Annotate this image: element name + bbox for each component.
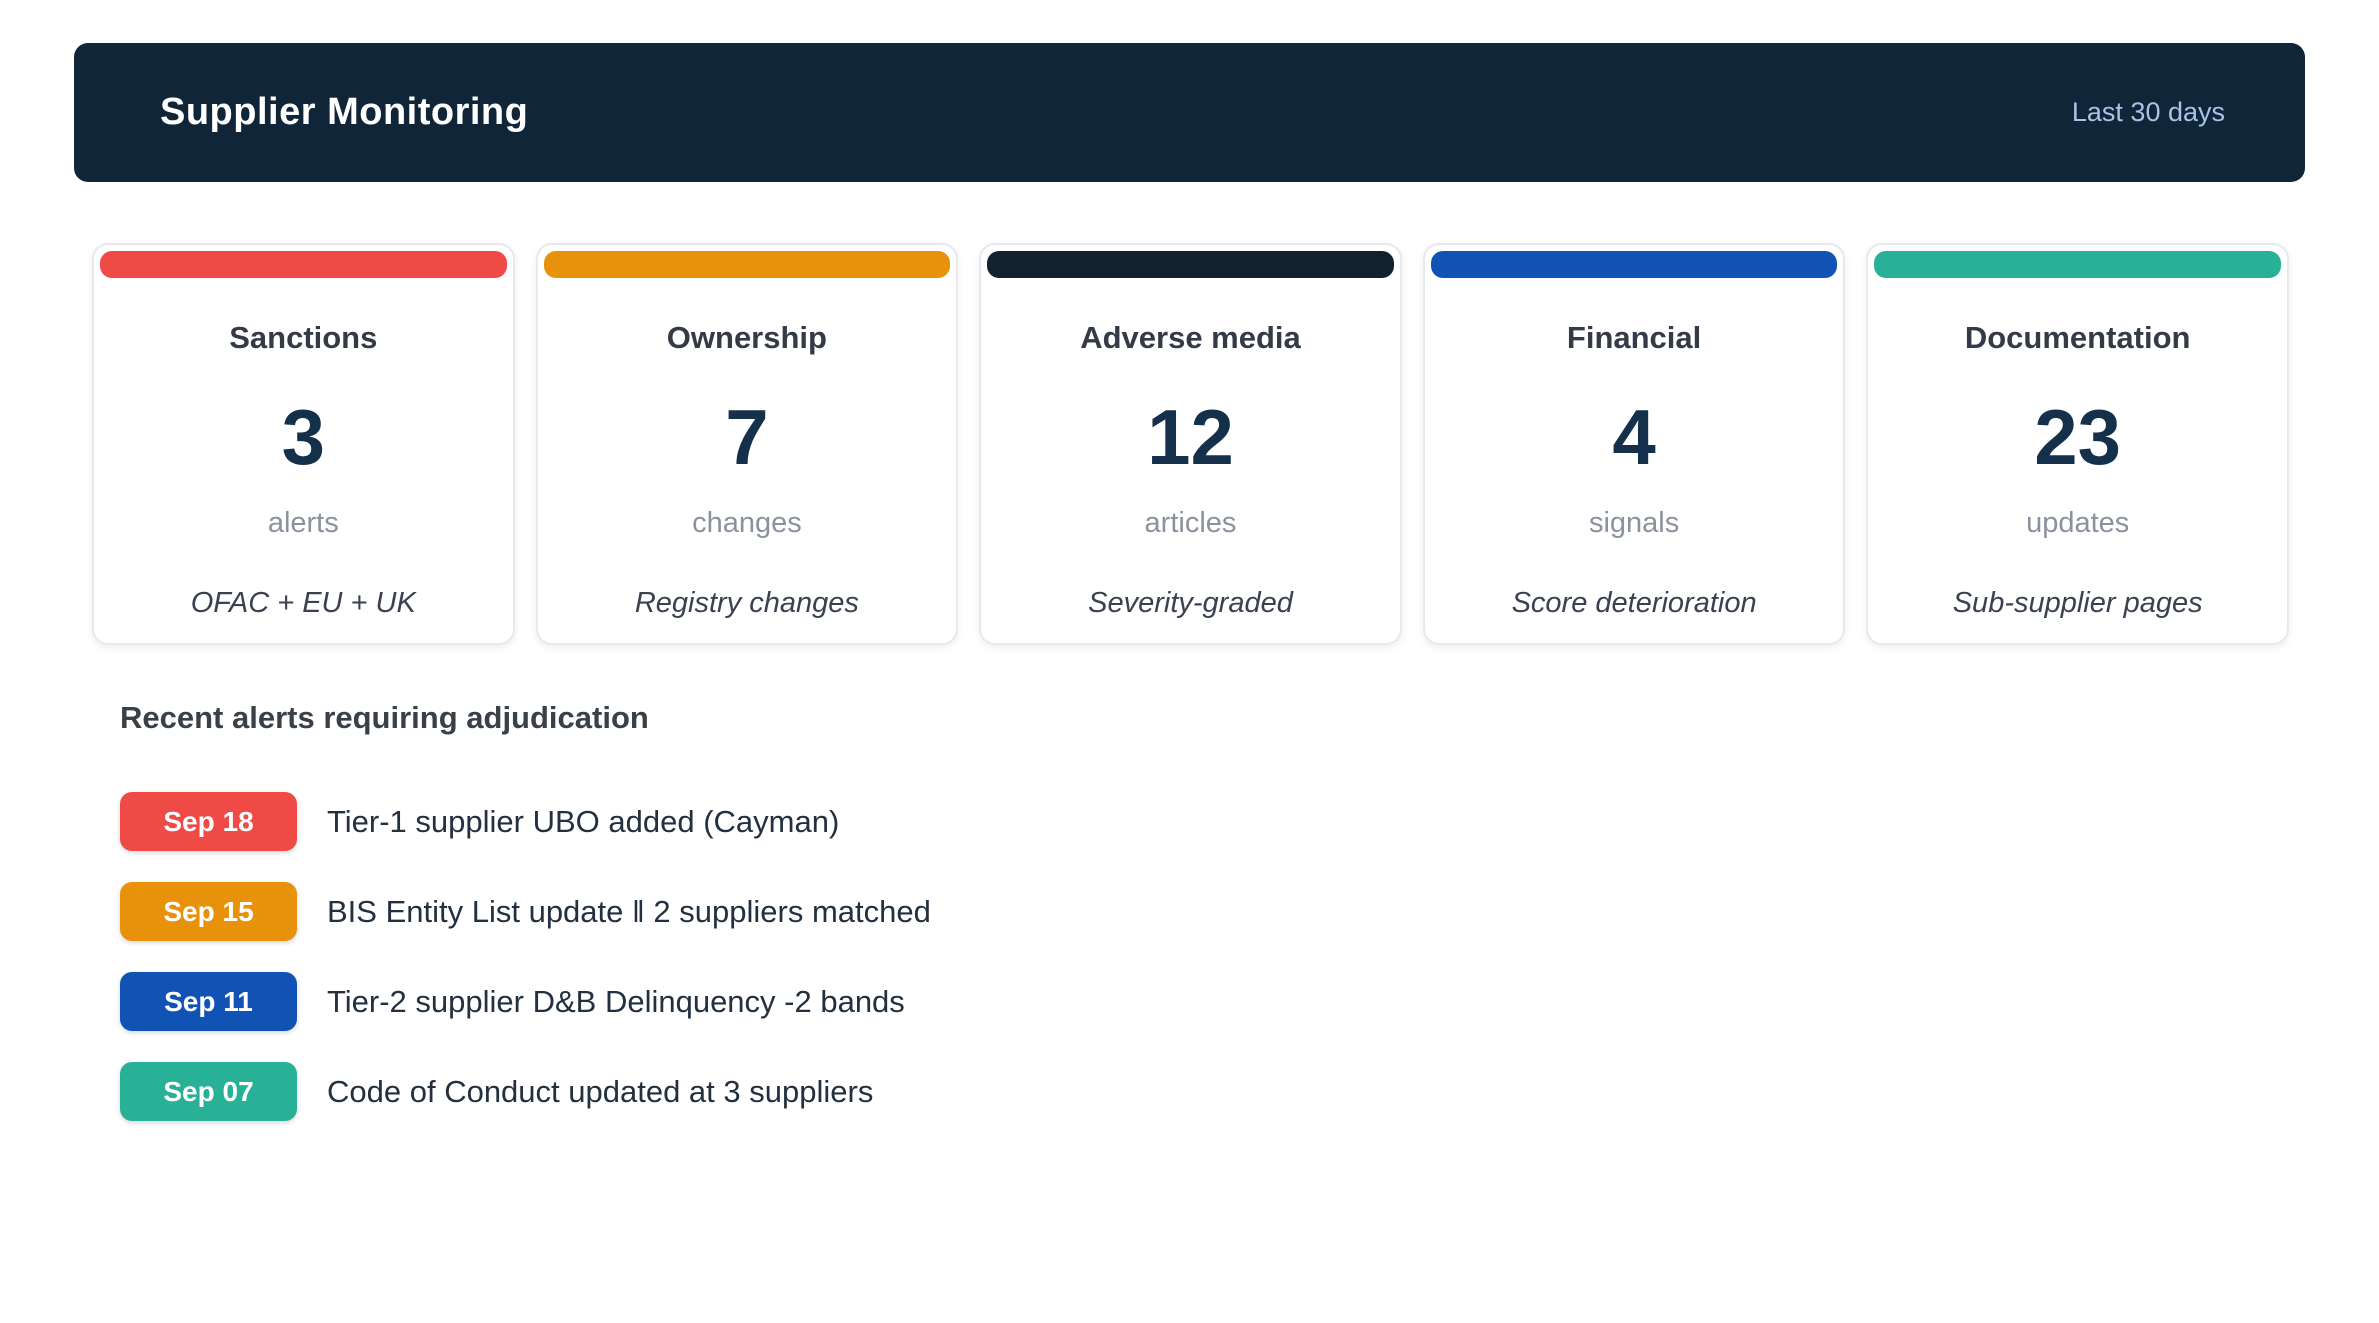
alert-text: BIS Entity List update ‖ 2 suppliers mat… <box>327 893 931 929</box>
card-unit: changes <box>692 507 802 539</box>
kpi-card-row: Sanctions 3 alerts OFAC + EU + UK Owners… <box>92 243 2289 645</box>
kpi-card-sanctions[interactable]: Sanctions 3 alerts OFAC + EU + UK <box>92 243 515 645</box>
card-value: 23 <box>2034 393 2122 481</box>
card-value: 3 <box>281 393 325 481</box>
kpi-card-ownership[interactable]: Ownership 7 changes Registry changes <box>535 243 959 645</box>
card-value: 12 <box>1147 393 1234 481</box>
card-title: Sanctions <box>229 320 378 355</box>
card-unit: alerts <box>267 507 339 539</box>
card-title: Adverse media <box>1080 320 1301 355</box>
card-accent-bar <box>100 251 507 278</box>
alert-date-badge: Sep 15 <box>120 882 297 941</box>
alert-text: Code of Conduct updated at 3 suppliers <box>327 1073 874 1109</box>
card-title: Ownership <box>666 320 827 355</box>
card-accent-bar <box>987 251 1394 278</box>
card-note: Sub-supplier pages <box>1952 587 2203 619</box>
app-header: Supplier Monitoring Last 30 days <box>74 43 2305 182</box>
alerts-list: Sep 18 Tier-1 supplier UBO added (Cayman… <box>120 792 2379 1121</box>
alert-date-badge: Sep 18 <box>120 792 297 851</box>
card-accent-bar <box>543 251 951 278</box>
card-title: Financial <box>1566 320 1702 355</box>
alerts-section-heading: Recent alerts requiring adjudication <box>120 700 649 735</box>
card-note: OFAC + EU + UK <box>190 587 416 619</box>
card-unit: signals <box>1588 507 1680 539</box>
card-accent-bar <box>1430 251 1838 278</box>
card-note: Severity-graded <box>1088 587 1293 619</box>
alert-text: Tier-1 supplier UBO added (Cayman) <box>327 803 840 839</box>
alert-date-badge: Sep 07 <box>120 1062 297 1121</box>
alert-row[interactable]: Sep 18 Tier-1 supplier UBO added (Cayman… <box>120 792 2379 851</box>
card-note: Registry changes <box>634 587 859 619</box>
alert-date-badge: Sep 11 <box>120 972 297 1031</box>
kpi-card-financial[interactable]: Financial 4 signals Score deterioration <box>1422 243 1846 645</box>
card-value: 4 <box>1612 393 1656 481</box>
card-title: Documentation <box>1964 320 2191 355</box>
card-unit: updates <box>2026 507 2130 539</box>
alert-row[interactable]: Sep 11 Tier-2 supplier D&B Delinquency -… <box>120 972 2379 1031</box>
card-value: 7 <box>725 393 769 481</box>
card-note: Score deterioration <box>1511 587 1757 619</box>
alert-row[interactable]: Sep 15 BIS Entity List update ‖ 2 suppli… <box>120 882 2379 941</box>
kpi-card-documentation[interactable]: Documentation 23 updates Sub-supplier pa… <box>1866 243 2289 645</box>
kpi-card-adverse-media[interactable]: Adverse media 12 articles Severity-grade… <box>979 243 1402 645</box>
card-unit: articles <box>1144 507 1237 539</box>
alert-text: Tier-2 supplier D&B Delinquency -2 bands <box>327 983 905 1019</box>
page-title: Supplier Monitoring <box>160 91 529 133</box>
period-selector[interactable]: Last 30 days <box>2071 97 2225 127</box>
alert-row[interactable]: Sep 07 Code of Conduct updated at 3 supp… <box>120 1062 2379 1121</box>
card-accent-bar <box>1874 251 2281 278</box>
